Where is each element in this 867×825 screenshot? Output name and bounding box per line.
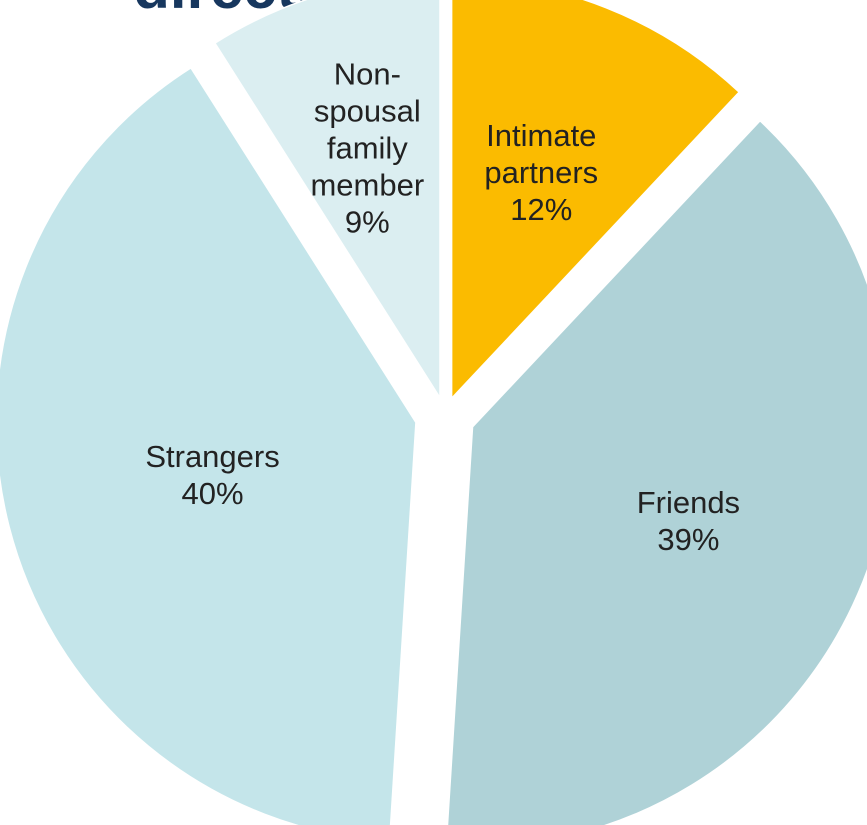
pie-label-non-spousal-family-member: Non-spousal family member 9%	[310, 57, 424, 240]
pie-label-line: Intimate	[486, 118, 596, 153]
pie-labels: Intimate partners 12% Friends 39% Strangers 40…	[145, 57, 740, 557]
pie-label-percent: 9%	[345, 205, 390, 240]
pie-label-line: spousal	[314, 94, 421, 129]
pie-label-percent: 12%	[510, 192, 572, 227]
pie-label-line: family	[327, 131, 408, 166]
pie-slice-friends	[446, 119, 867, 825]
pie-slice-strangers	[0, 66, 417, 825]
pie-label-line: member	[310, 168, 424, 203]
pie-label-intimate-partners: Intimate partners 12%	[484, 118, 598, 227]
pie-label-friends: Friends 39%	[637, 485, 740, 557]
pie-slice-intimate-partners	[450, 0, 741, 401]
pie-label-line: Non-	[334, 57, 401, 92]
pie-label-strangers: Strangers 40%	[145, 439, 279, 511]
pie-label-line: partners	[484, 155, 598, 190]
pie-label-line: Friends	[637, 485, 740, 520]
pie-slice-non-spousal-family-member	[213, 0, 441, 401]
pie-label-line: Strangers	[145, 439, 279, 474]
pie-label-percent: 39%	[657, 522, 719, 557]
pie-label-percent: 40%	[182, 476, 244, 511]
